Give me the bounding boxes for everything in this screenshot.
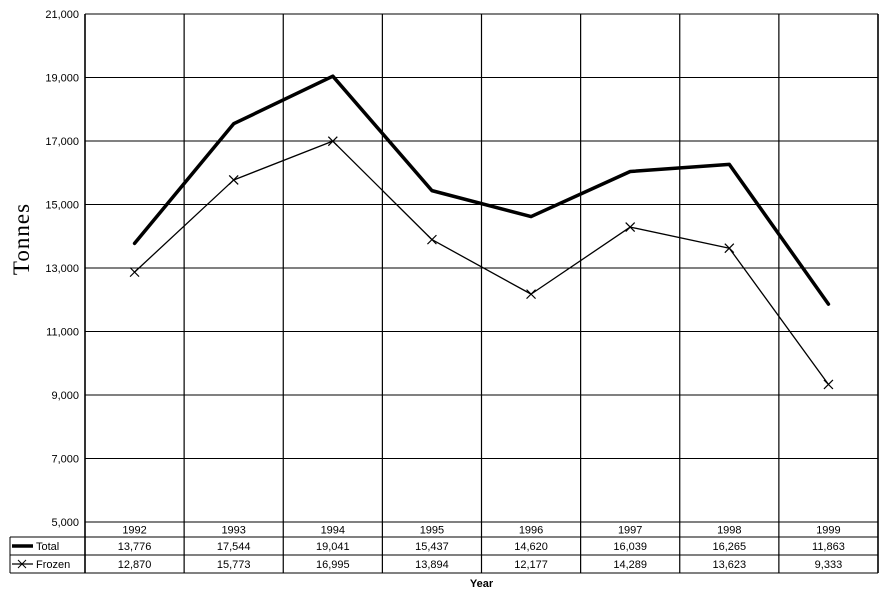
x-marker-icon	[724, 243, 735, 254]
table-cell-value: 17,544	[217, 541, 251, 553]
x-category-label: 1997	[618, 525, 642, 537]
x-category-label: 1999	[816, 525, 840, 537]
table-cell-value: 14,289	[613, 559, 647, 571]
x-marker-icon	[129, 267, 140, 278]
y-tick-label: 11,000	[46, 327, 79, 339]
y-tick-label: 5,000	[51, 517, 79, 529]
series-frozen-line	[133, 140, 830, 386]
x-category-label: 1996	[519, 525, 543, 537]
x-marker-icon	[625, 222, 636, 232]
table-cell-value: 9,333	[815, 559, 843, 571]
y-tick-label: 13,000	[45, 263, 79, 275]
y-tick-label: 21,000	[45, 9, 79, 21]
x-marker-icon	[228, 175, 239, 185]
x-category-label: 1992	[122, 525, 146, 537]
x-marker-icon	[427, 234, 437, 245]
table-cell-value: 13,894	[415, 559, 449, 571]
table-cell-value: 14,620	[514, 541, 548, 553]
table-cell-value: 15,437	[415, 541, 449, 553]
legend-label: Frozen	[36, 559, 70, 571]
table-cell-value: 11,863	[812, 541, 845, 553]
table-cell-value: 19,041	[316, 541, 350, 553]
x-marker-icon	[823, 379, 834, 390]
table-cell-value: 13,776	[118, 541, 152, 553]
x-axis-title: Year	[469, 578, 494, 590]
table-cell-value: 16,265	[712, 541, 746, 553]
table-cell-value: 12,870	[118, 559, 152, 571]
x-category-label: 1993	[221, 525, 245, 537]
y-tick-label: 19,000	[45, 73, 79, 85]
y-tick-label: 9,000	[51, 390, 79, 402]
table-cell-value: 12,177	[514, 559, 548, 571]
x-marker-icon	[526, 289, 536, 300]
x-category-label: 1995	[420, 525, 444, 537]
x-marker-icon	[17, 559, 27, 569]
y-tick-label: 7,000	[51, 454, 79, 466]
y-tick-label: 17,000	[45, 136, 79, 148]
series-total-line	[132, 74, 831, 306]
legend-label: Total	[36, 541, 59, 553]
table-cell-value: 16,995	[316, 559, 350, 571]
table-cell-value: 13,623	[712, 559, 746, 571]
x-category-label: 1994	[321, 525, 345, 537]
y-axis-title: Tonnes	[9, 202, 34, 276]
x-category-label: 1998	[717, 525, 741, 537]
table-cell-value: 15,773	[217, 559, 251, 571]
table-cell-value: 16,039	[613, 541, 647, 553]
x-marker-icon	[327, 136, 338, 147]
y-tick-label: 15,000	[45, 200, 79, 212]
